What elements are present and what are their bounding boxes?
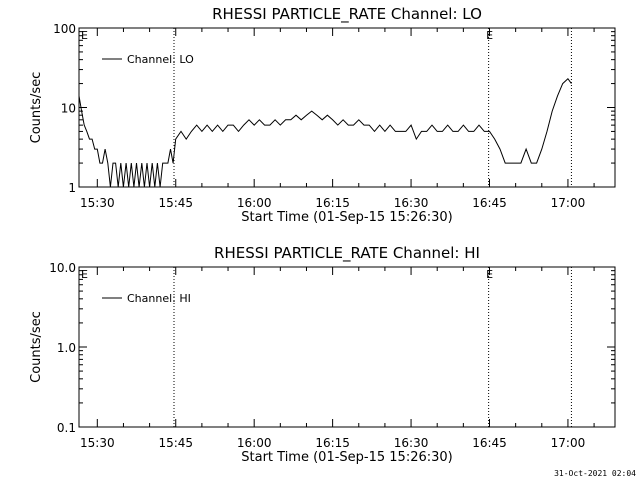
chart-title: RHESSI PARTICLE_RATE Channel: LO <box>212 5 482 24</box>
x-tick-label: 16:00 <box>237 196 272 210</box>
marker-label: E <box>486 29 493 42</box>
y-tick-label: 1.0 <box>57 341 76 355</box>
x-tick-label: 16:00 <box>237 436 272 450</box>
x-tick-label: 16:15 <box>315 436 350 450</box>
y-tick-label: 10 <box>61 102 76 116</box>
start-marker-label: E <box>81 29 88 42</box>
x-tick-label: 16:15 <box>315 196 350 210</box>
series-line <box>78 77 572 188</box>
x-tick-label: 15:45 <box>158 196 193 210</box>
x-tick-label: 16:45 <box>472 196 507 210</box>
y-tick-label: 1 <box>68 181 76 195</box>
x-tick-label: 16:30 <box>394 196 429 210</box>
y-axis-label: Counts/sec <box>29 311 44 383</box>
marker-label: E <box>486 268 493 281</box>
y-axis-label: Counts/sec <box>29 72 44 144</box>
y-tick-label: 0.1 <box>57 421 76 435</box>
y-tick-label: 100 <box>53 22 76 36</box>
x-tick-label: 16:45 <box>472 436 507 450</box>
legend-entry: Channel: HI <box>127 292 191 305</box>
start-marker-label: E <box>81 268 88 281</box>
y-tick-label: 10.0 <box>49 261 76 275</box>
x-tick-label: 15:30 <box>80 436 115 450</box>
plot-frame <box>78 266 616 428</box>
x-tick-label: 15:30 <box>80 196 115 210</box>
x-tick-label: 17:00 <box>551 196 586 210</box>
panel-hi: RHESSI PARTICLE_RATE Channel: HI 0.1 1.0 10… <box>29 244 616 465</box>
x-tick-label: 17:00 <box>551 436 586 450</box>
legend-entry: Channel: LO <box>127 53 194 66</box>
x-tick-label: 15:45 <box>158 436 193 450</box>
x-axis-label: Start Time (01-Sep-15 15:26:30) <box>241 450 452 465</box>
timestamp-label: 31-Oct-2021 02:04 <box>554 469 636 478</box>
x-axis-label: Start Time (01-Sep-15 15:26:30) <box>241 210 452 225</box>
x-tick-label: 16:30 <box>394 436 429 450</box>
panel-lo: RHESSI PARTICLE_RATE Channel: LO 1 10 100 15… <box>29 5 616 225</box>
chart-title: RHESSI PARTICLE_RATE Channel: HI <box>214 244 480 263</box>
